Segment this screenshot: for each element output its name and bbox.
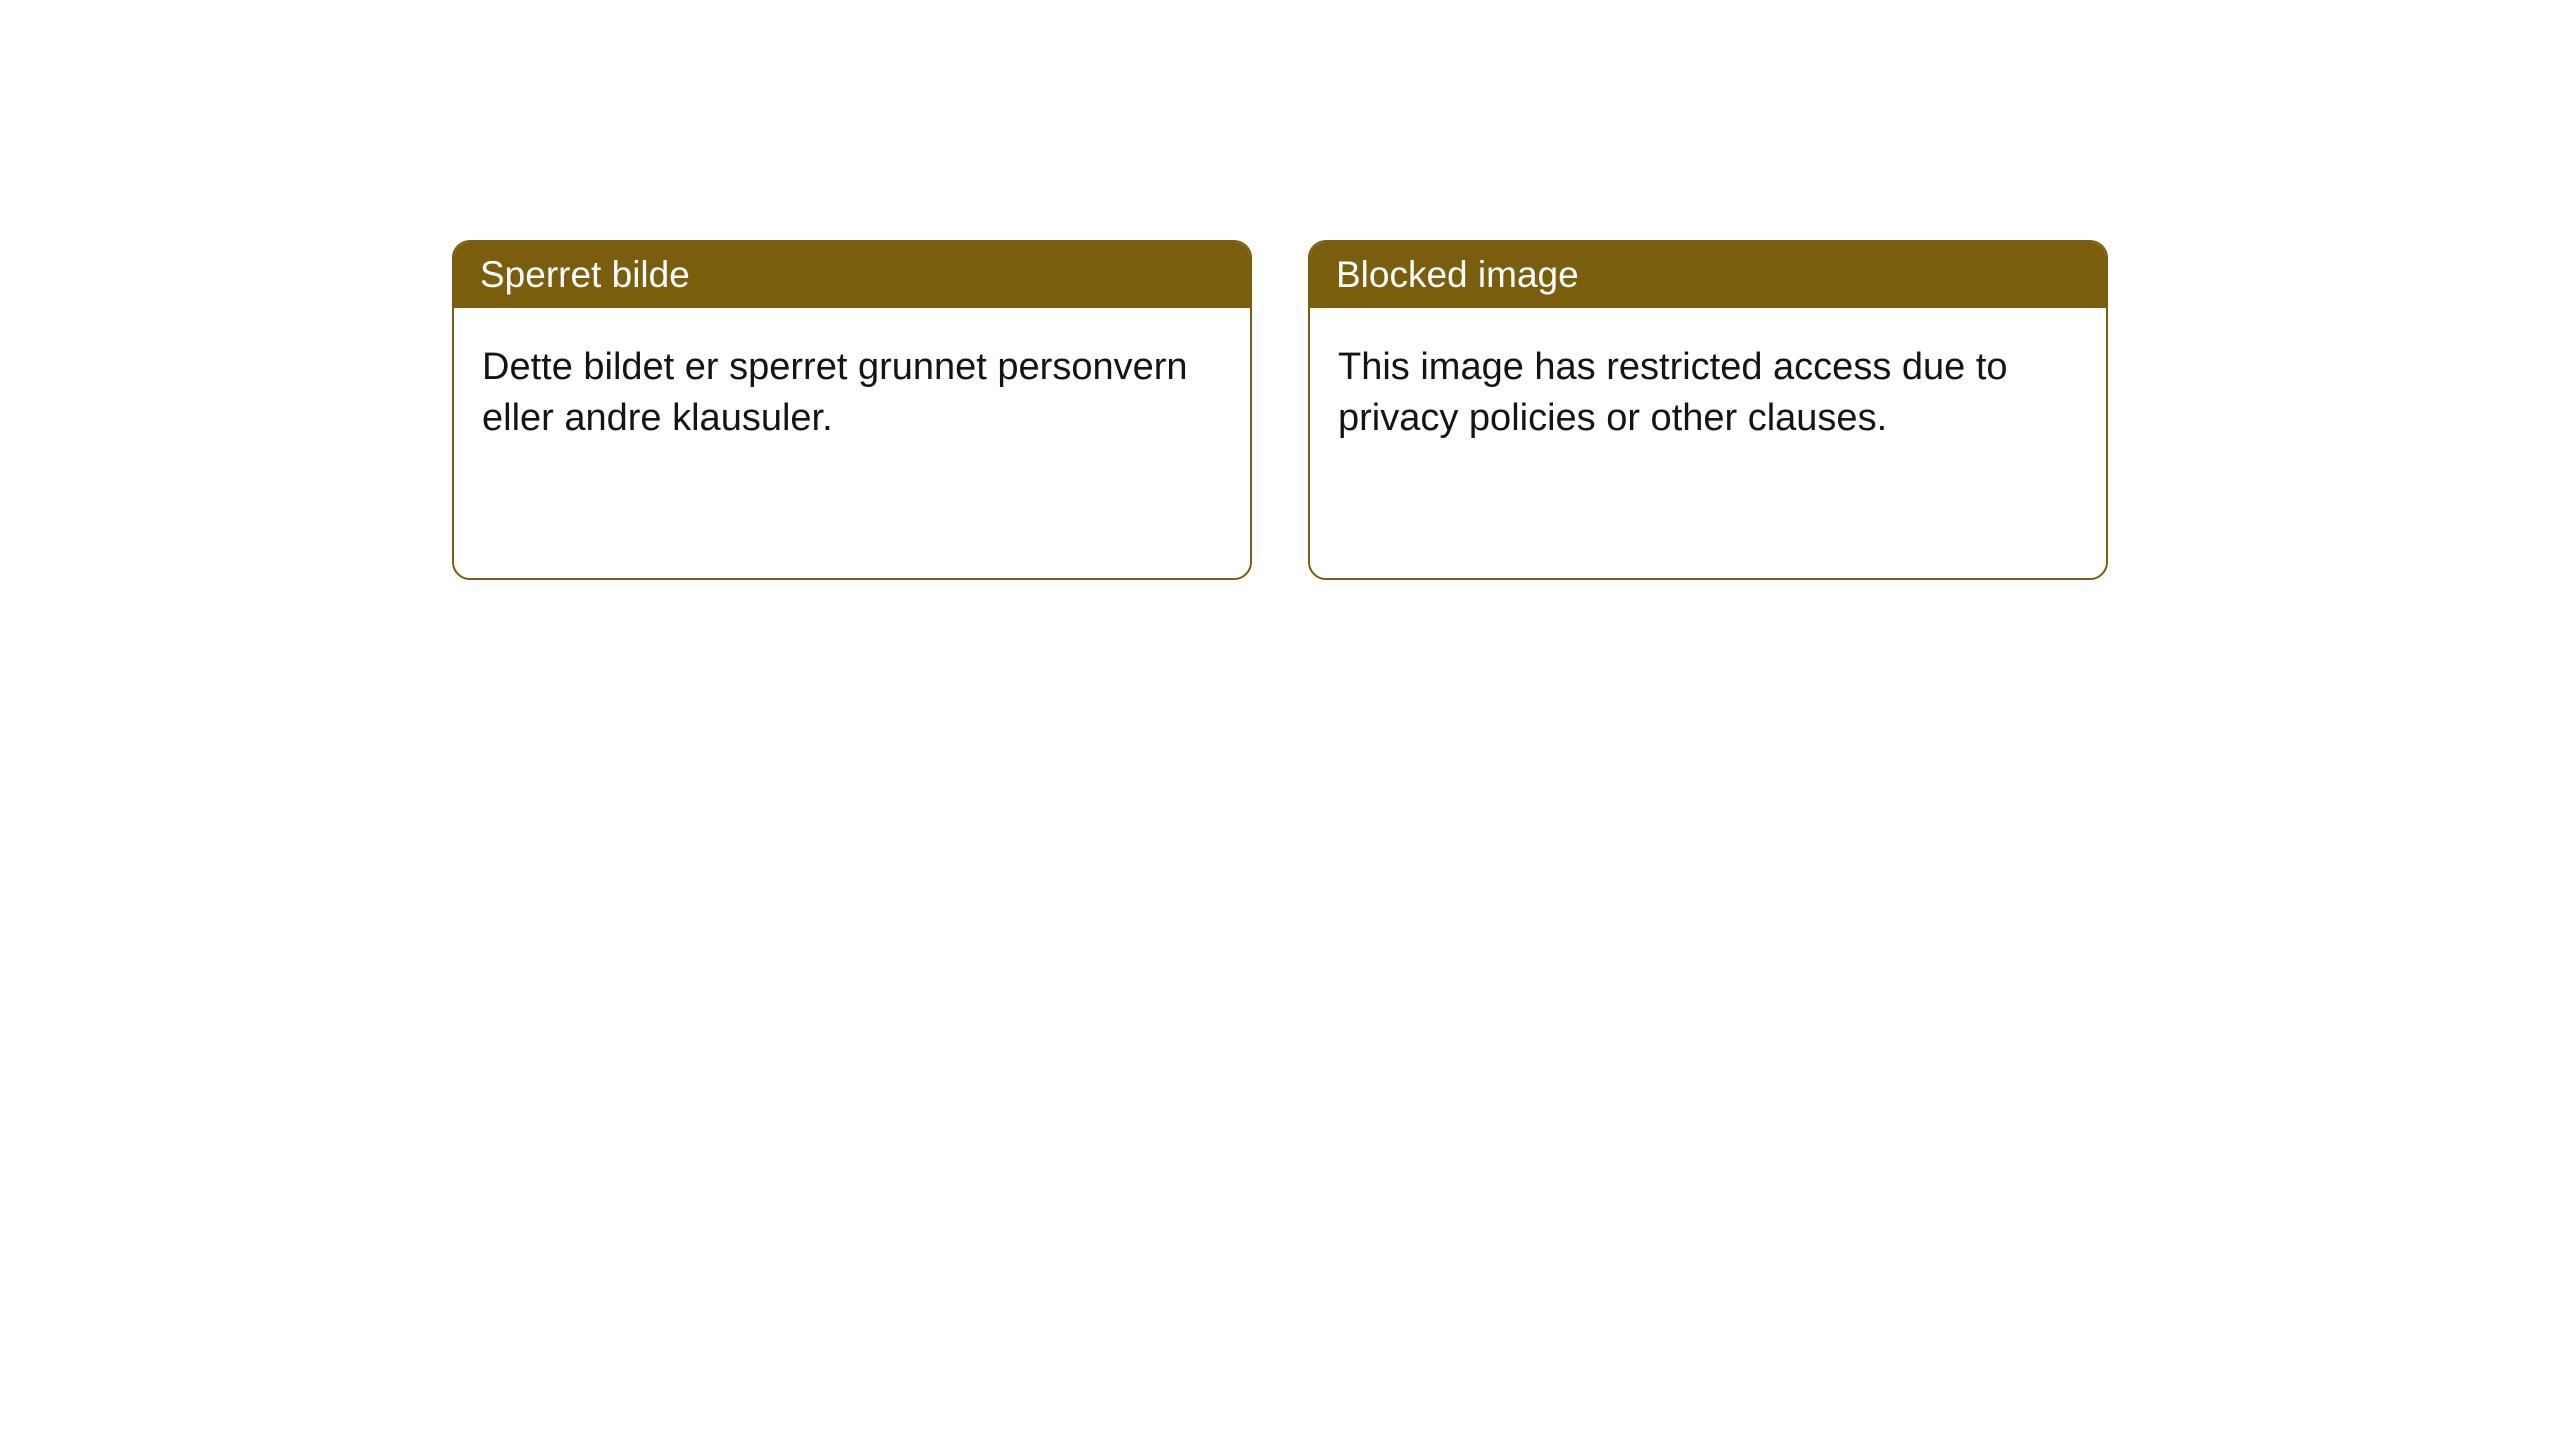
notice-card-body: Dette bildet er sperret grunnet personve… — [454, 308, 1250, 578]
notice-container: Sperret bilde Dette bildet er sperret gr… — [452, 240, 2108, 580]
notice-card-header: Sperret bilde — [454, 242, 1250, 308]
notice-card-text: This image has restricted access due to … — [1338, 342, 2078, 445]
notice-card-body: This image has restricted access due to … — [1310, 308, 2106, 578]
notice-card-title: Blocked image — [1336, 254, 1579, 295]
notice-card-english: Blocked image This image has restricted … — [1308, 240, 2108, 580]
notice-card-text: Dette bildet er sperret grunnet personve… — [482, 342, 1222, 445]
notice-card-norwegian: Sperret bilde Dette bildet er sperret gr… — [452, 240, 1252, 580]
notice-card-header: Blocked image — [1310, 242, 2106, 308]
notice-card-title: Sperret bilde — [480, 254, 690, 295]
